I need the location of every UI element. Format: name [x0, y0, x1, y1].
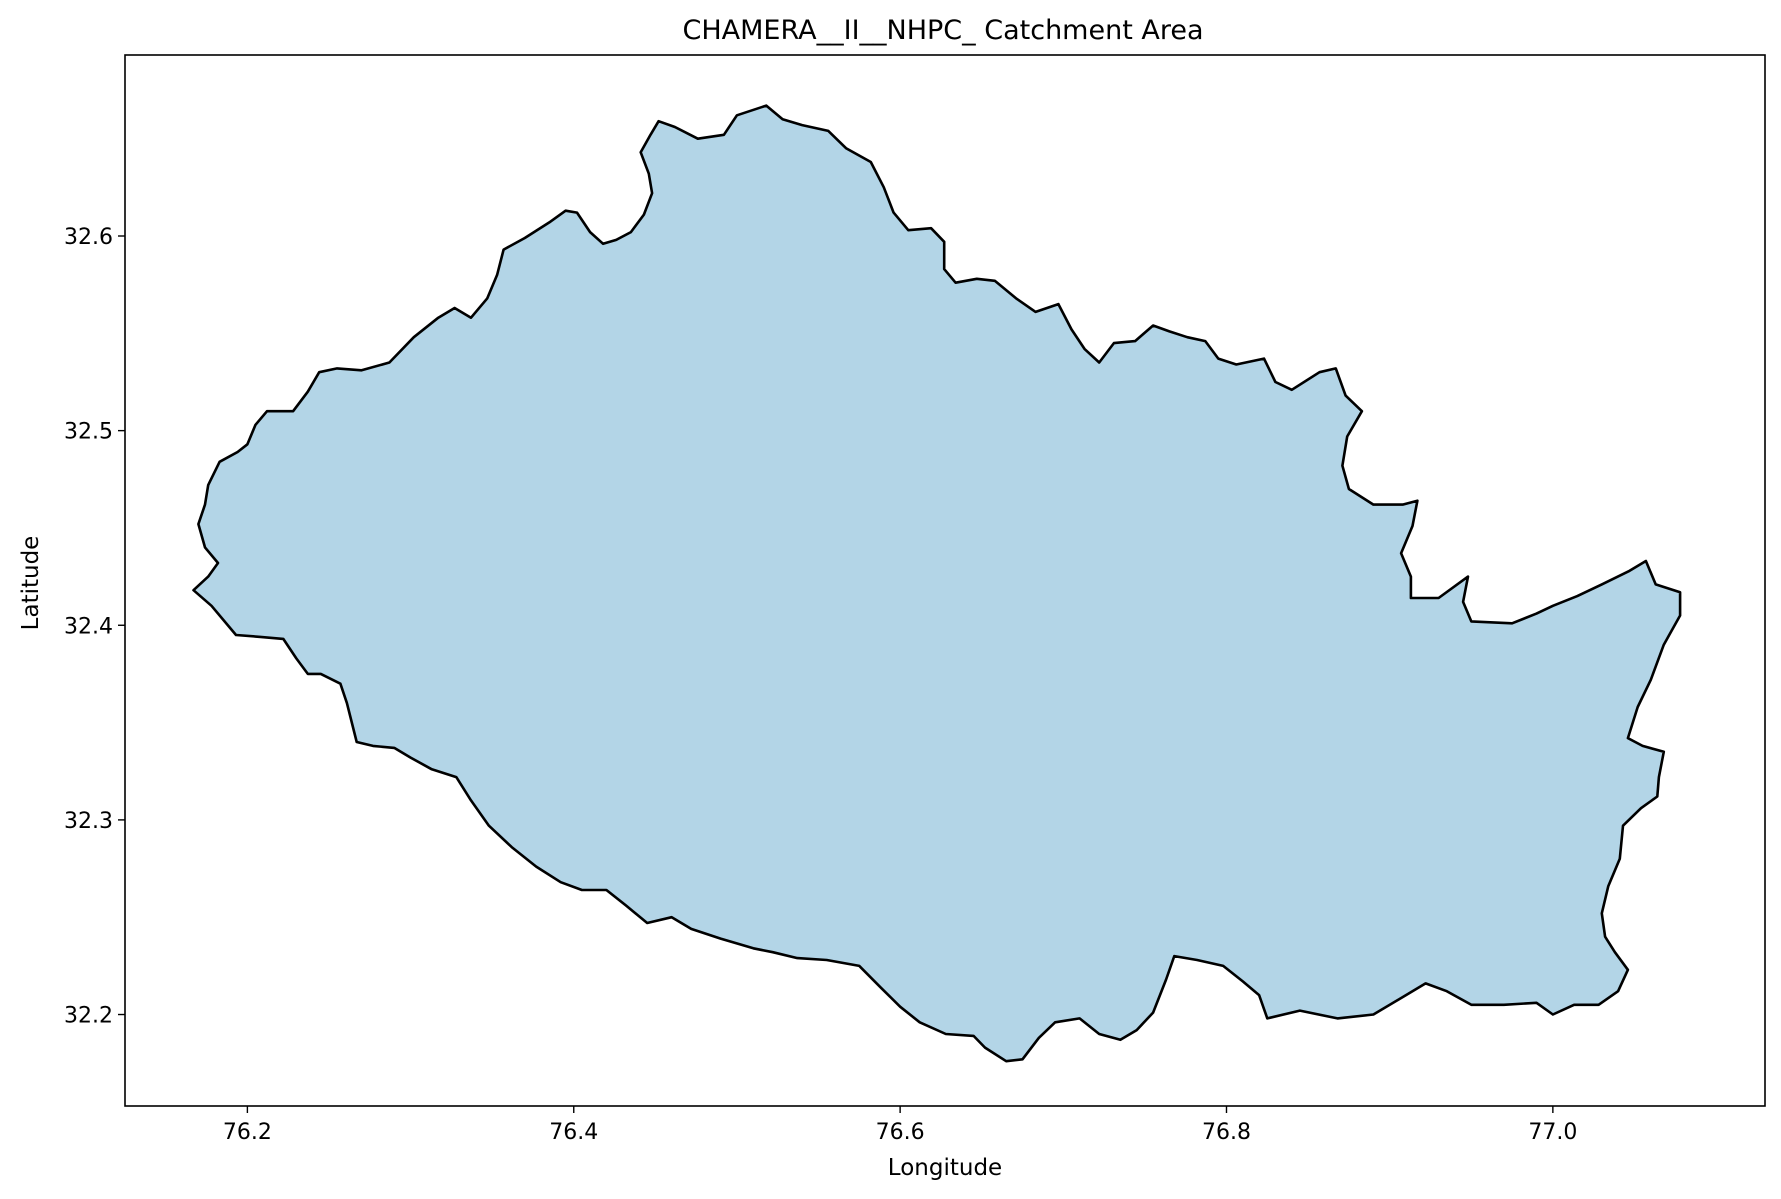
x-axis-label: Longitude	[888, 1155, 1002, 1181]
map-title: CHAMERA__II__NHPC_ Catchment Area	[682, 15, 1203, 46]
x-tick-label: 76.4	[549, 1120, 598, 1145]
x-tick-label: 76.8	[1202, 1120, 1251, 1145]
y-tick-label: 32.5	[64, 420, 113, 445]
y-tick-label: 32.4	[64, 614, 113, 639]
y-tick-label: 32.3	[64, 809, 113, 834]
catchment-area-polygon	[192, 104, 1682, 1063]
y-axis-ticks: 32.2 32.3 32.4 32.5 32.6	[64, 225, 125, 1029]
y-tick-label: 32.6	[64, 225, 113, 250]
y-axis-label: Latitude	[18, 536, 44, 631]
x-tick-label: 76.6	[876, 1120, 925, 1145]
x-tick-label: 76.2	[223, 1120, 272, 1145]
y-tick-label: 32.2	[64, 1004, 113, 1029]
x-axis-ticks: 76.2 76.4 76.6 76.8 77.0	[223, 1106, 1577, 1145]
axes-frame	[124, 54, 1766, 1107]
plot-area	[192, 104, 1682, 1063]
x-tick-label: 77.0	[1528, 1120, 1577, 1145]
